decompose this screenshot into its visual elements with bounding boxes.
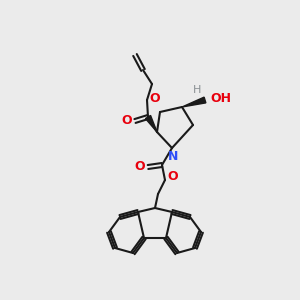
Text: O: O: [122, 115, 132, 128]
Text: OH: OH: [210, 92, 231, 104]
Text: H: H: [193, 85, 201, 95]
Text: O: O: [168, 170, 178, 184]
Polygon shape: [182, 97, 206, 107]
Polygon shape: [146, 116, 157, 132]
Text: O: O: [150, 92, 160, 104]
Text: O: O: [135, 160, 145, 173]
Text: N: N: [168, 149, 178, 163]
